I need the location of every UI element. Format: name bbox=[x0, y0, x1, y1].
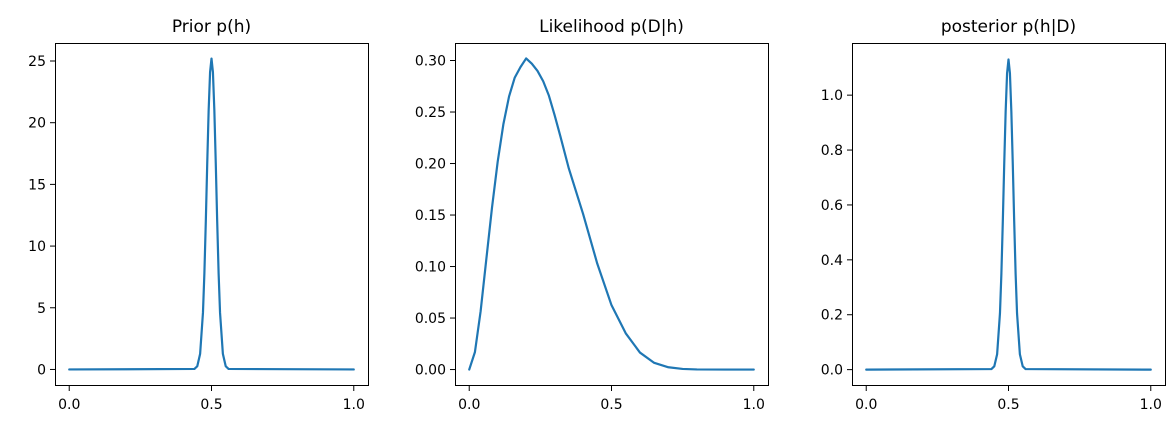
likelihood-y-tick-label: 0.15 bbox=[415, 208, 446, 224]
likelihood-y-tick-label: 0.30 bbox=[415, 54, 446, 70]
posterior-title: posterior p(h|D) bbox=[941, 17, 1076, 37]
prior-x-tick-label: 1.0 bbox=[343, 397, 365, 413]
likelihood-y-tick-label: 0.20 bbox=[415, 157, 446, 173]
prior-series-line bbox=[68, 57, 355, 371]
likelihood-panel: 0.0 0.5 1.0 0.00 0.05 0.10 0.15 0.20 0.25 0.30 Lik… bbox=[415, 17, 769, 413]
prior-panel: 0.0 0.5 1.0 0 5 10 15 20 25 Prior p(h) bbox=[28, 17, 369, 413]
prior-y-tick-label: 5 bbox=[37, 301, 46, 317]
posterior-y-tick-label: 0.0 bbox=[821, 363, 843, 379]
prior-y-tick-label: 10 bbox=[28, 239, 46, 255]
likelihood-x-tick-label: 0.0 bbox=[458, 397, 480, 413]
prior-x-tick-label: 0.0 bbox=[58, 397, 80, 413]
prior-y-tick-label: 0 bbox=[37, 362, 46, 378]
posterior-x-tick-label: 1.0 bbox=[1140, 397, 1162, 413]
posterior-y-tick-label: 0.8 bbox=[821, 143, 843, 159]
posterior-y-tick-label: 0.2 bbox=[821, 308, 843, 324]
likelihood-y-tick-label: 0.25 bbox=[415, 105, 446, 121]
likelihood-x-tick-label: 1.0 bbox=[743, 397, 765, 413]
likelihood-x-tick-label: 0.5 bbox=[600, 397, 622, 413]
prior-title: Prior p(h) bbox=[172, 17, 251, 37]
prior-y-tick-label: 15 bbox=[28, 177, 46, 193]
prior-x-tick-label: 0.5 bbox=[200, 397, 222, 413]
posterior-y-tick-label: 1.0 bbox=[821, 88, 843, 104]
likelihood-series-line bbox=[468, 57, 755, 371]
posterior-y-tick-label: 0.6 bbox=[821, 198, 843, 214]
posterior-x-tick-label: 0.5 bbox=[997, 397, 1019, 413]
posterior-y-tick-label: 0.4 bbox=[821, 253, 843, 269]
likelihood-y-tick-label: 0.10 bbox=[415, 260, 446, 276]
likelihood-y-tick-label: 0.05 bbox=[415, 311, 446, 327]
prior-y-tick-label: 20 bbox=[28, 116, 46, 132]
likelihood-title: Likelihood p(D|h) bbox=[539, 17, 684, 37]
posterior-series-line bbox=[865, 58, 1152, 371]
prior-y-tick-label: 25 bbox=[28, 54, 46, 70]
posterior-panel: 0.0 0.5 1.0 0.0 0.2 0.4 0.6 0.8 1.0 posterior p(h… bbox=[821, 17, 1166, 413]
posterior-x-tick-label: 0.0 bbox=[855, 397, 877, 413]
likelihood-y-tick-label: 0.00 bbox=[415, 363, 446, 379]
